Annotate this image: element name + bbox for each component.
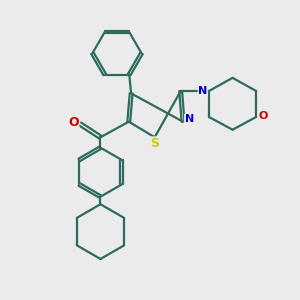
Text: S: S [150,137,159,150]
Text: N: N [198,86,208,96]
Text: N: N [184,114,194,124]
Text: O: O [258,111,267,121]
Text: O: O [68,116,79,129]
